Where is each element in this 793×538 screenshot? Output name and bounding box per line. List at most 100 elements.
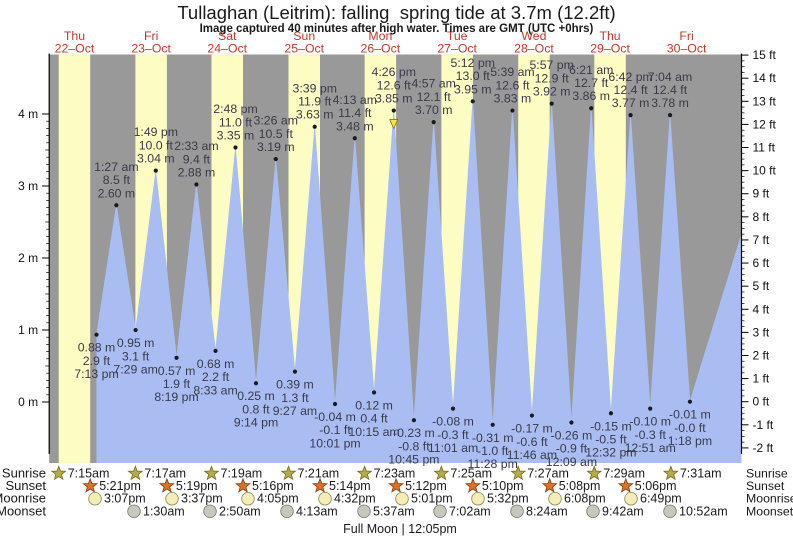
svg-text:3.48 m: 3.48 m xyxy=(336,119,374,133)
svg-text:7:29 am: 7:29 am xyxy=(113,362,157,376)
svg-text:1:27 am: 1:27 am xyxy=(94,160,138,174)
svg-text:Full Moon | 12:05pm: Full Moon | 12:05pm xyxy=(343,522,457,536)
svg-text:2:33 am: 2:33 am xyxy=(174,139,218,153)
svg-text:3:39 pm: 3:39 pm xyxy=(293,81,337,95)
svg-text:5:39 am: 5:39 am xyxy=(490,65,534,79)
svg-text:3.78 m: 3.78 m xyxy=(651,96,689,110)
svg-text:12.4 ft: 12.4 ft xyxy=(613,83,648,97)
svg-text:-0.08 m: -0.08 m xyxy=(432,415,474,429)
svg-text:3:26 am: 3:26 am xyxy=(254,114,298,128)
svg-text:23–Oct: 23–Oct xyxy=(131,41,171,55)
svg-text:10.5 ft: 10.5 ft xyxy=(259,127,294,141)
svg-text:6:42 pm: 6:42 pm xyxy=(608,70,652,84)
svg-text:4:26 pm: 4:26 pm xyxy=(372,65,416,79)
svg-text:7:31am: 7:31am xyxy=(680,467,722,481)
svg-text:7:04 am: 7:04 am xyxy=(648,70,692,84)
svg-text:4:32pm: 4:32pm xyxy=(334,492,376,506)
svg-text:15 ft: 15 ft xyxy=(753,48,777,62)
svg-text:0.8 ft: 0.8 ft xyxy=(242,402,270,416)
svg-text:0.88 m: 0.88 m xyxy=(78,341,116,355)
svg-text:3.83 m: 3.83 m xyxy=(494,92,532,106)
svg-text:3 ft: 3 ft xyxy=(753,325,770,339)
svg-text:13.0 ft: 13.0 ft xyxy=(456,69,491,83)
svg-text:3.04 m: 3.04 m xyxy=(137,152,175,166)
svg-text:-1 ft: -1 ft xyxy=(753,418,774,432)
svg-text:Moonset: Moonset xyxy=(746,504,793,518)
svg-text:28–Oct: 28–Oct xyxy=(514,41,554,55)
svg-text:11.9 ft: 11.9 ft xyxy=(298,95,332,109)
svg-text:2 ft: 2 ft xyxy=(753,348,770,362)
svg-text:4:13 am: 4:13 am xyxy=(333,93,377,107)
svg-text:6:21 am: 6:21 am xyxy=(569,63,613,77)
svg-text:5:57 pm: 5:57 pm xyxy=(529,58,573,72)
svg-text:3.85 m: 3.85 m xyxy=(375,92,413,106)
svg-text:-0.9 ft: -0.9 ft xyxy=(556,442,588,456)
svg-text:3.70 m: 3.70 m xyxy=(415,103,453,117)
svg-text:5:32pm: 5:32pm xyxy=(487,492,529,506)
svg-text:1.9 ft: 1.9 ft xyxy=(163,377,191,391)
svg-text:2.60 m: 2.60 m xyxy=(98,186,136,200)
svg-text:26–Oct: 26–Oct xyxy=(361,41,401,55)
svg-text:10.0 ft: 10.0 ft xyxy=(139,138,174,152)
svg-text:-0.23 m: -0.23 m xyxy=(393,426,435,440)
svg-text:3:07pm: 3:07pm xyxy=(104,492,146,506)
svg-text:1 m: 1 m xyxy=(18,323,38,337)
svg-text:-0.6 ft: -0.6 ft xyxy=(516,435,548,449)
svg-text:1:49 pm: 1:49 pm xyxy=(134,125,178,139)
svg-text:-0.17 m: -0.17 m xyxy=(511,422,553,436)
svg-text:25–Oct: 25–Oct xyxy=(284,41,324,55)
svg-text:11.0 ft: 11.0 ft xyxy=(219,115,253,129)
svg-text:12 ft: 12 ft xyxy=(753,117,777,131)
svg-text:2:50am: 2:50am xyxy=(219,504,261,518)
svg-text:7:02am: 7:02am xyxy=(449,504,491,518)
svg-text:8:24am: 8:24am xyxy=(526,504,568,518)
svg-text:3.86 m: 3.86 m xyxy=(572,89,610,103)
svg-text:-0.10 m: -0.10 m xyxy=(629,415,671,429)
svg-text:4 ft: 4 ft xyxy=(753,302,770,316)
svg-text:0.39 m: 0.39 m xyxy=(276,378,314,392)
svg-text:6:08pm: 6:08pm xyxy=(564,492,606,506)
svg-text:12.7 ft: 12.7 ft xyxy=(574,76,609,90)
svg-text:-0.04 m: -0.04 m xyxy=(314,410,356,424)
svg-text:9:42am: 9:42am xyxy=(602,504,644,518)
svg-text:30–Oct: 30–Oct xyxy=(667,41,707,55)
svg-text:-2 ft: -2 ft xyxy=(753,441,774,455)
svg-text:3.35 m: 3.35 m xyxy=(217,129,255,143)
svg-text:1 ft: 1 ft xyxy=(753,372,770,386)
svg-text:-1.0 ft: -1.0 ft xyxy=(477,444,509,458)
svg-text:1.3 ft: 1.3 ft xyxy=(281,391,309,405)
svg-text:6:49pm: 6:49pm xyxy=(640,492,682,506)
svg-text:5:01pm: 5:01pm xyxy=(411,492,453,506)
svg-text:3:37pm: 3:37pm xyxy=(181,492,223,506)
svg-text:2:48 pm: 2:48 pm xyxy=(213,102,257,116)
svg-text:27–Oct: 27–Oct xyxy=(437,41,477,55)
svg-text:10:15 am: 10:15 am xyxy=(348,425,399,439)
svg-text:3.95 m: 3.95 m xyxy=(454,82,492,96)
svg-text:2.2 ft: 2.2 ft xyxy=(202,370,230,384)
svg-text:12.9 ft: 12.9 ft xyxy=(535,71,570,85)
svg-text:-0.5 ft: -0.5 ft xyxy=(595,432,627,446)
svg-text:5:37am: 5:37am xyxy=(373,504,415,518)
svg-text:9.4 ft: 9.4 ft xyxy=(183,152,211,166)
svg-text:22–Oct: 22–Oct xyxy=(55,41,95,55)
svg-text:5:12 pm: 5:12 pm xyxy=(451,56,495,70)
svg-text:0.25 m: 0.25 m xyxy=(237,389,275,403)
svg-text:Moonset: Moonset xyxy=(0,503,46,518)
svg-text:13 ft: 13 ft xyxy=(753,94,777,108)
svg-text:29–Oct: 29–Oct xyxy=(590,41,630,55)
svg-text:0.12 m: 0.12 m xyxy=(355,398,393,412)
svg-text:0 m: 0 m xyxy=(18,395,38,409)
svg-text:10 ft: 10 ft xyxy=(753,164,777,178)
svg-text:-0.01 m: -0.01 m xyxy=(669,408,711,422)
svg-text:1:30am: 1:30am xyxy=(143,504,185,518)
svg-text:12.1 ft: 12.1 ft xyxy=(417,90,452,104)
svg-text:3.1 ft: 3.1 ft xyxy=(122,349,150,363)
svg-text:12.4 ft: 12.4 ft xyxy=(653,83,688,97)
svg-text:0 ft: 0 ft xyxy=(753,395,770,409)
svg-text:10:52am: 10:52am xyxy=(679,504,728,518)
svg-text:-0.3 ft: -0.3 ft xyxy=(437,428,469,442)
svg-text:8.5 ft: 8.5 ft xyxy=(103,173,131,187)
svg-text:9:14 pm: 9:14 pm xyxy=(234,416,278,430)
svg-text:6 ft: 6 ft xyxy=(753,256,770,270)
svg-text:4:05pm: 4:05pm xyxy=(257,492,299,506)
